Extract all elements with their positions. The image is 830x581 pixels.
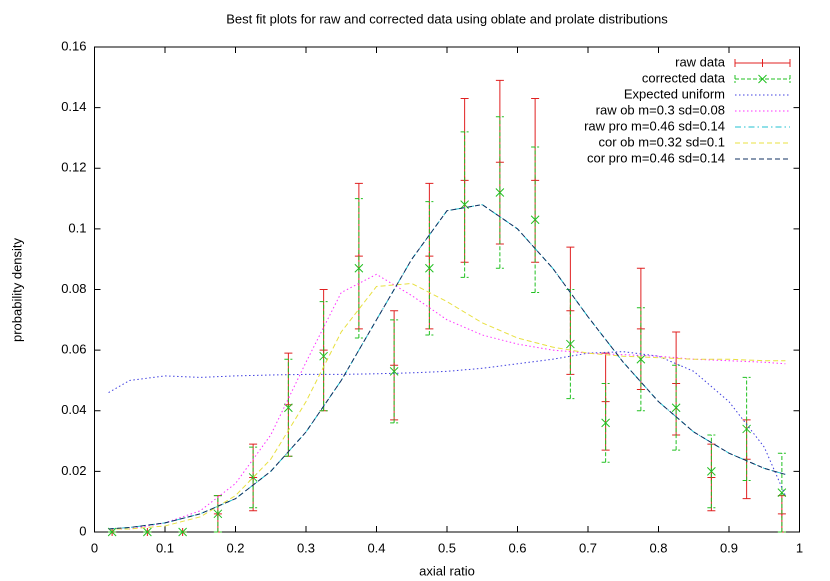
data-point [389,366,399,376]
legend-label: raw ob m=0.3 sd=0.08 [596,102,725,117]
x-tick-label: 0.7 [579,540,597,555]
data-point [213,509,223,519]
legend-label: Expected uniform [624,86,725,101]
y-tick-label: 0.14 [61,99,86,114]
data-point [671,403,681,413]
x-tick-label: 0.5 [438,540,456,555]
y-tick-label: 0.06 [61,342,86,357]
data-point [319,351,328,361]
legend-label: cor pro m=0.46 sd=0.14 [587,150,725,165]
fit-curve [108,204,786,530]
y-tick-label: 0.16 [61,38,86,53]
x-tick-label: 0.1 [156,540,174,555]
data-point [566,339,575,349]
legend-label: cor ob m=0.32 sd=0.1 [599,134,725,149]
x-tick-label: 0.4 [367,540,385,555]
data-point [530,215,540,225]
y-tick-label: 0.02 [61,463,86,478]
y-axis-label: probability density [9,237,24,342]
data-point [777,488,787,497]
legend-label: raw pro m=0.46 sd=0.14 [584,118,725,133]
y-tick-label: 0.12 [61,160,86,175]
legend-label: corrected data [642,70,726,85]
data-point [425,263,434,273]
data-point [495,188,505,197]
data-point [707,467,716,476]
x-tick-label: 0.3 [297,540,315,555]
x-tick-label: 1 [796,540,803,555]
data-point [354,263,364,273]
x-tick-label: 0.9 [720,540,738,555]
legend-marker [758,59,767,67]
data-point [143,527,152,537]
x-tick-label: 0.8 [649,540,667,555]
x-tick-label: 0.6 [508,540,526,555]
y-tick-label: 0.04 [61,402,86,417]
fit-curve [108,282,786,530]
legend-marker [758,74,767,84]
y-tick-label: 0.08 [61,281,86,296]
data-point [742,424,751,434]
legend-label: raw data [675,54,726,69]
chart-title: Best fit plots for raw and corrected dat… [226,11,668,26]
y-tick-label: 0.1 [68,220,86,235]
x-tick-label: 0.2 [226,540,244,555]
y-tick-label: 0 [79,523,86,538]
x-axis-label: axial ratio [419,563,475,578]
x-tick-label: 0 [91,540,98,555]
fit-curve [108,351,786,496]
data-point [601,418,610,428]
fit-curve [108,273,786,530]
data-point [178,527,187,537]
